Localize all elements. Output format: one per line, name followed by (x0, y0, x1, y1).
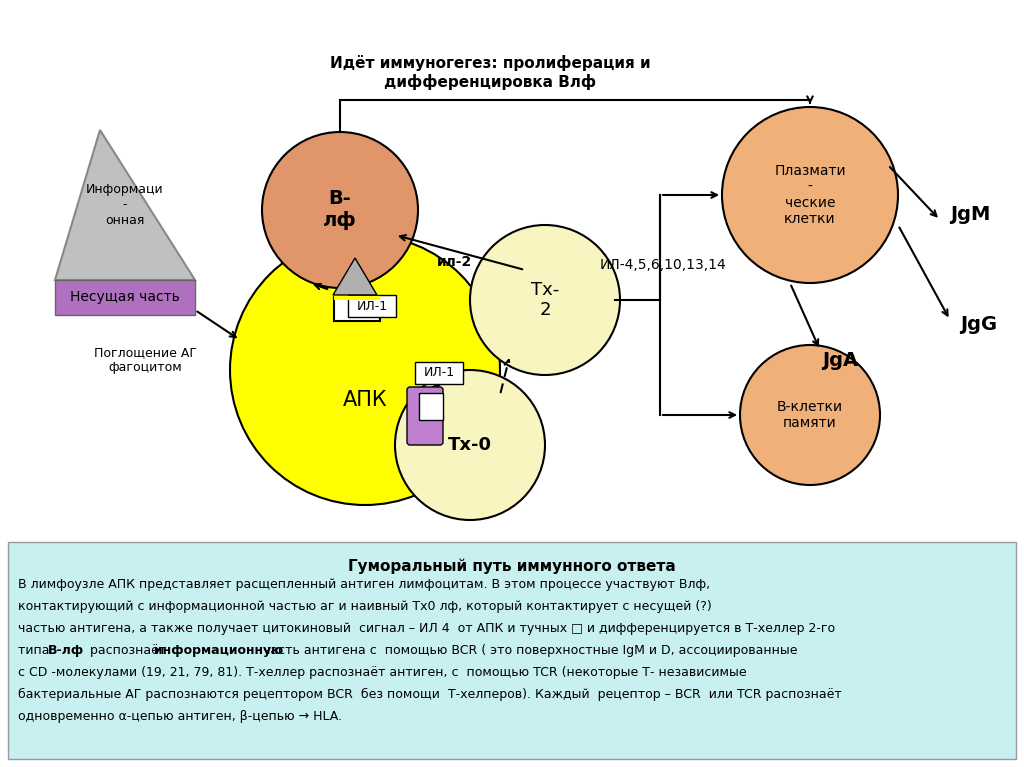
Bar (415, 362, 463, 384)
Bar (8, 542, 1016, 759)
Circle shape (722, 107, 898, 283)
Text: типа.: типа. (18, 644, 57, 657)
Text: ИЛ-1: ИЛ-1 (424, 367, 455, 380)
Circle shape (740, 345, 880, 485)
Text: бактериальные АГ распознаются рецептором BCR  без помощи  Т-хелперов). Каждый  р: бактериальные АГ распознаются рецептором… (18, 688, 842, 701)
Text: с CD -молекулами (19, 21, 79, 81). Т-хеллер распознаёт антиген, с  помощью TCR (: с CD -молекулами (19, 21, 79, 81). Т-хел… (18, 666, 746, 679)
Text: JgA: JgA (822, 351, 858, 370)
Text: распознаёт: распознаёт (86, 644, 170, 657)
Text: Плазмати
-
ческие
клетки: Плазмати - ческие клетки (774, 163, 846, 226)
Text: Гуморальный путь иммунного ответа: Гуморальный путь иммунного ответа (348, 558, 676, 574)
Text: Тх-
2: Тх- 2 (530, 281, 559, 319)
FancyBboxPatch shape (419, 393, 443, 420)
Text: информационную: информационную (154, 644, 284, 657)
Text: Тх-0: Тх-0 (449, 436, 492, 454)
Text: часть антигена с  помощью BCR ( это поверхностные IgM и D, ассоциированные: часть антигена с помощью BCR ( это повер… (259, 644, 798, 657)
Circle shape (395, 370, 545, 520)
Bar (55, 280, 195, 315)
Polygon shape (333, 258, 377, 295)
Text: В лимфоузле АПК представляет расщепленный антиген лимфоцитам. В этом процессе уч: В лимфоузле АПК представляет расщепленны… (18, 578, 710, 591)
Text: ИЛ-1: ИЛ-1 (356, 299, 387, 312)
Text: частью антигена, а также получает цитокиновый  сигнал – ИЛ 4  от АПК и тучных □ : частью антигена, а также получает цитоки… (18, 622, 836, 635)
Text: JgG: JgG (961, 315, 997, 334)
Text: В-
лф: В- лф (324, 189, 357, 231)
Text: контактирующий с информационной частью аг и наивный Тх0 лф, который контактирует: контактирующий с информационной частью а… (18, 600, 712, 613)
Bar (348, 295, 396, 317)
Text: В-клетки
памяти: В-клетки памяти (777, 400, 843, 430)
Text: Идёт иммуногегез: пролиферация и
дифференцировка Влф: Идёт иммуногегез: пролиферация и диффере… (330, 55, 650, 90)
Circle shape (262, 132, 418, 288)
FancyBboxPatch shape (334, 297, 380, 321)
Text: АПК: АПК (343, 390, 387, 410)
Text: Несущая часть: Несущая часть (70, 290, 180, 304)
FancyBboxPatch shape (407, 387, 443, 445)
Circle shape (230, 235, 500, 505)
Text: Информаци
-
онная: Информаци - онная (86, 183, 164, 226)
Text: одновременно α-цепью антиген, β-цепью → HLA.: одновременно α-цепью антиген, β-цепью → … (18, 710, 342, 723)
Text: JgM: JgM (950, 206, 990, 225)
Text: Поглощение АГ
фагоцитом: Поглощение АГ фагоцитом (93, 346, 197, 374)
Text: ИЛ-4,5,6,10,13,14: ИЛ-4,5,6,10,13,14 (600, 258, 727, 272)
Polygon shape (55, 130, 195, 280)
Text: В-лф: В-лф (48, 644, 84, 657)
Circle shape (470, 225, 620, 375)
Bar (0, 0, 1024, 540)
Text: ил-2: ил-2 (437, 255, 473, 269)
